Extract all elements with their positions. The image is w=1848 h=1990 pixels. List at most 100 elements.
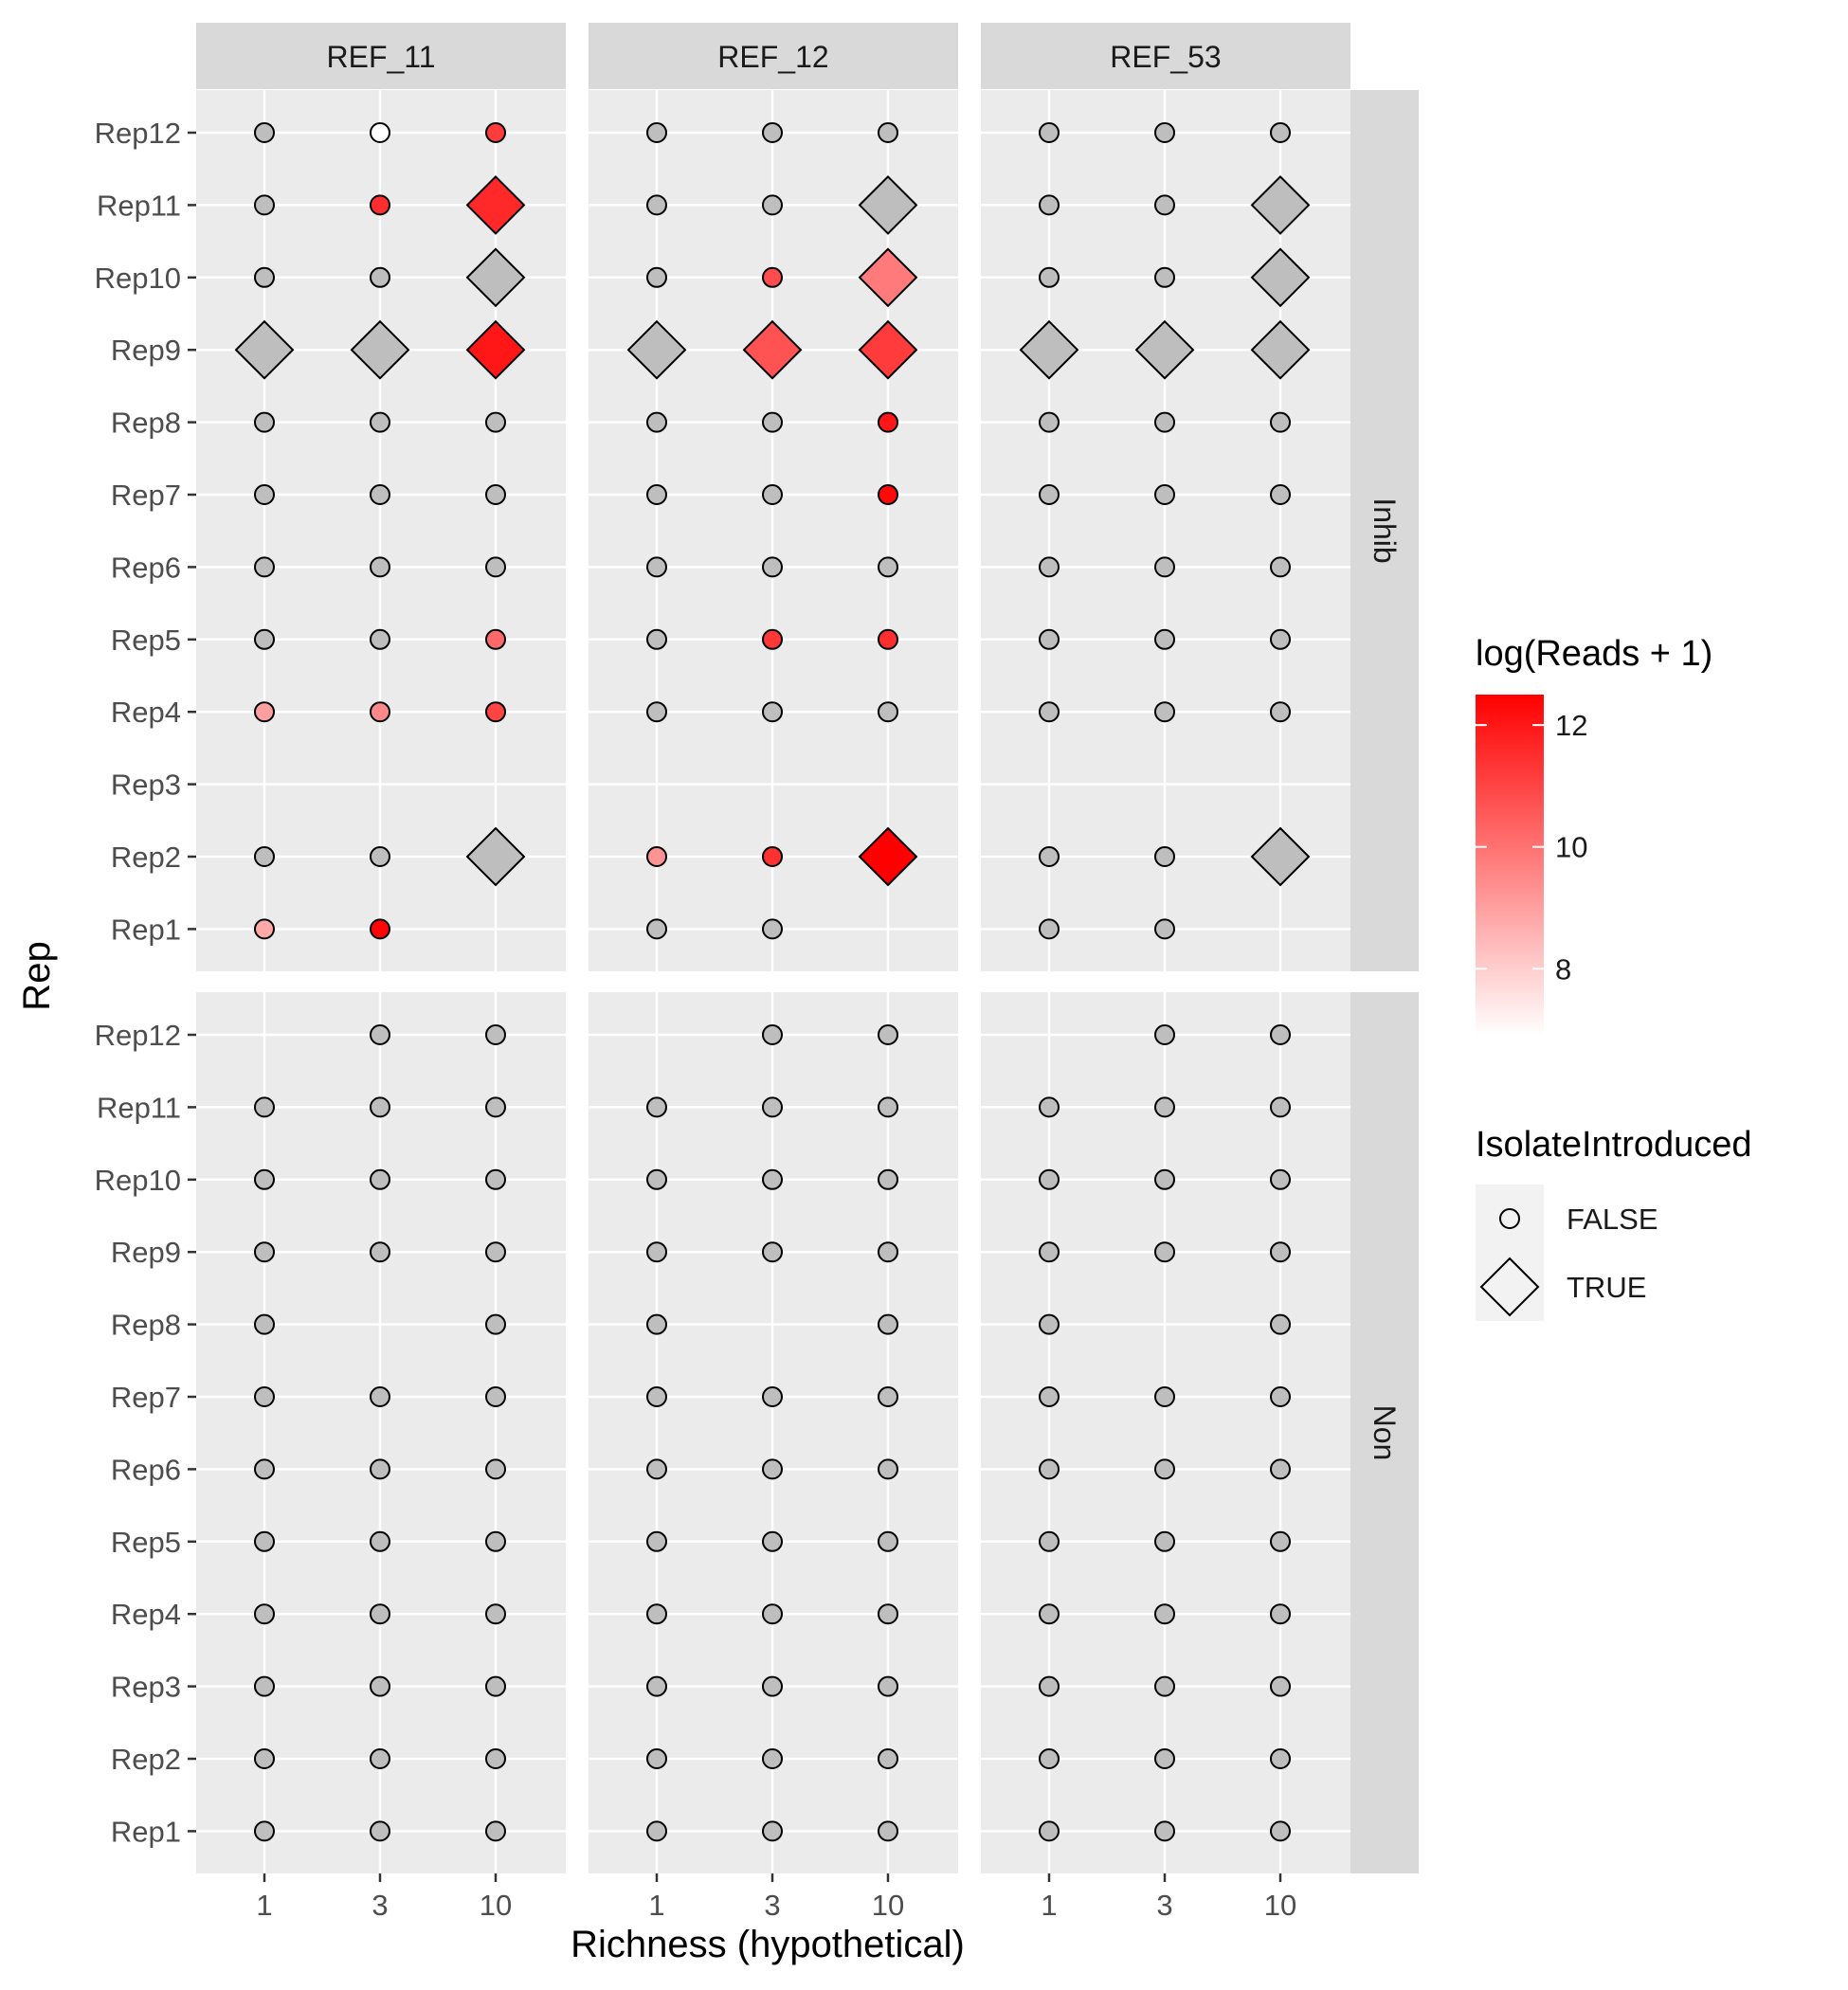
y-tick-label: Rep5 bbox=[111, 1526, 181, 1559]
data-point-diamond bbox=[465, 826, 526, 887]
data-point-circle bbox=[1154, 1748, 1175, 1769]
data-point-circle bbox=[1039, 1603, 1060, 1625]
data-point-circle bbox=[370, 701, 390, 723]
data-point-circle bbox=[485, 484, 506, 505]
data-point-circle bbox=[762, 1603, 783, 1625]
facet-label-row: Inhib bbox=[1368, 498, 1402, 563]
data-point-circle bbox=[762, 1530, 783, 1552]
data-point-circle bbox=[370, 194, 390, 216]
data-point-circle bbox=[1154, 918, 1175, 940]
data-point-circle bbox=[254, 1603, 275, 1625]
data-point-diamond bbox=[1250, 247, 1311, 308]
data-point-circle bbox=[485, 122, 506, 143]
y-tick-label: Rep1 bbox=[111, 913, 181, 946]
data-point-circle bbox=[1039, 1386, 1060, 1407]
data-point-circle bbox=[485, 701, 506, 723]
data-point-circle bbox=[254, 628, 275, 650]
data-point-circle bbox=[1039, 846, 1060, 867]
data-point-circle bbox=[254, 1458, 275, 1480]
data-point-circle bbox=[762, 1820, 783, 1842]
data-point-circle bbox=[1154, 194, 1175, 216]
data-point-circle bbox=[254, 701, 275, 723]
data-point-circle bbox=[878, 628, 898, 650]
data-point-circle bbox=[1154, 484, 1175, 505]
data-point-circle bbox=[485, 1675, 506, 1697]
x-tick-label: 1 bbox=[256, 1889, 272, 1922]
data-point-circle bbox=[485, 628, 506, 650]
data-point-circle bbox=[1154, 122, 1175, 143]
data-point-circle bbox=[878, 484, 898, 505]
data-point-circle bbox=[254, 1820, 275, 1842]
data-point-circle bbox=[646, 918, 667, 940]
legend-key-background bbox=[1476, 1253, 1544, 1321]
data-point-circle bbox=[762, 918, 783, 940]
data-point-circle bbox=[370, 628, 390, 650]
data-point-circle bbox=[1039, 1241, 1060, 1263]
data-point-circle bbox=[762, 1748, 783, 1769]
data-point-circle bbox=[370, 266, 390, 288]
data-point-circle bbox=[878, 1168, 898, 1190]
data-point-circle bbox=[1154, 1603, 1175, 1625]
data-point-circle bbox=[254, 411, 275, 433]
data-point-circle bbox=[646, 122, 667, 143]
data-point-circle bbox=[762, 556, 783, 578]
data-point-circle bbox=[1270, 1530, 1291, 1552]
y-tick-label: Rep2 bbox=[111, 1743, 181, 1776]
y-tick-label: Rep3 bbox=[111, 1671, 181, 1704]
data-point-diamond bbox=[858, 174, 918, 235]
data-point-circle bbox=[646, 701, 667, 723]
data-point-circle bbox=[370, 1748, 390, 1769]
data-point-diamond bbox=[858, 826, 918, 887]
data-point-circle bbox=[254, 1386, 275, 1407]
data-point-diamond bbox=[1019, 319, 1079, 380]
data-point-circle bbox=[485, 1096, 506, 1118]
data-point-circle bbox=[1154, 1096, 1175, 1118]
data-point-circle bbox=[1270, 411, 1291, 433]
data-point-circle bbox=[254, 1168, 275, 1190]
data-point-circle bbox=[254, 846, 275, 867]
data-point-circle bbox=[1270, 1241, 1291, 1263]
x-tick-label: 3 bbox=[371, 1889, 388, 1922]
y-tick-label: Rep8 bbox=[111, 407, 181, 440]
data-point-circle bbox=[370, 122, 390, 143]
data-point-circle bbox=[762, 1458, 783, 1480]
data-point-circle bbox=[370, 411, 390, 433]
data-point-circle bbox=[878, 1748, 898, 1769]
data-point-circle bbox=[254, 1096, 275, 1118]
data-point-circle bbox=[878, 1313, 898, 1335]
data-point-circle bbox=[370, 1386, 390, 1407]
data-point-circle bbox=[254, 918, 275, 940]
data-point-circle bbox=[878, 1241, 898, 1263]
data-point-circle bbox=[762, 1386, 783, 1407]
legend: log(Reads + 1) 8 10 12 IsolateIntroduced F… bbox=[1476, 634, 1752, 1321]
legend-key-background bbox=[1476, 1185, 1544, 1253]
data-point-circle bbox=[1154, 1241, 1175, 1263]
data-point-circle bbox=[1039, 1530, 1060, 1552]
data-point-circle bbox=[1270, 628, 1291, 650]
data-point-circle bbox=[646, 194, 667, 216]
data-point-circle bbox=[1154, 1675, 1175, 1697]
data-point-circle bbox=[1270, 1603, 1291, 1625]
data-point-circle bbox=[1154, 1168, 1175, 1190]
x-tick-label: 10 bbox=[872, 1889, 904, 1922]
facet-strip-right bbox=[1350, 90, 1419, 971]
facet-strip-top bbox=[981, 23, 1350, 89]
data-point-circle bbox=[254, 266, 275, 288]
data-point-circle bbox=[646, 1168, 667, 1190]
data-point-circle bbox=[370, 484, 390, 505]
y-axis-title: Rep bbox=[16, 941, 58, 1010]
data-point-circle bbox=[1270, 556, 1291, 578]
data-point-circle bbox=[1039, 484, 1060, 505]
data-point-circle bbox=[370, 1458, 390, 1480]
data-point-circle bbox=[370, 846, 390, 867]
data-point-circle bbox=[1270, 1675, 1291, 1697]
data-point-diamond bbox=[465, 319, 526, 380]
data-point-circle bbox=[370, 1024, 390, 1045]
x-tick-label: 3 bbox=[1156, 1889, 1172, 1922]
facet-strip-top bbox=[196, 23, 566, 89]
data-point-circle bbox=[646, 1675, 667, 1697]
data-point-circle bbox=[254, 1675, 275, 1697]
data-point-circle bbox=[485, 1820, 506, 1842]
data-point-circle bbox=[1270, 1458, 1291, 1480]
data-point-circle bbox=[646, 1820, 667, 1842]
